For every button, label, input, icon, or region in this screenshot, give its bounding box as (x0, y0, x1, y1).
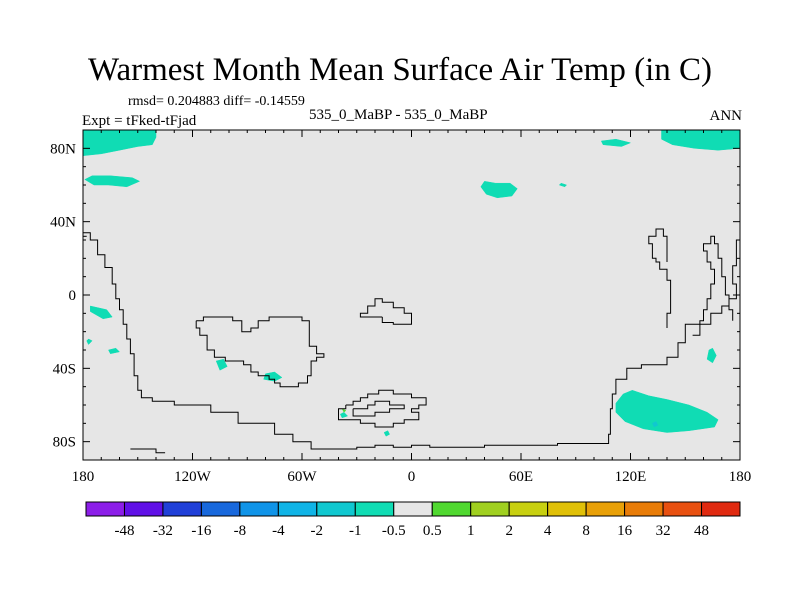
colorbar-label-2: -16 (191, 523, 211, 539)
colorbar-label-13: 16 (617, 523, 633, 539)
anomaly-region-1 (84, 175, 141, 188)
colorbar-box-10 (470, 501, 510, 517)
colorbar-box-15 (662, 501, 703, 517)
anomaly-region-5 (215, 358, 228, 371)
anomaly-region-8 (383, 430, 390, 437)
colorbar-box-14 (624, 501, 664, 517)
continent-outlines (83, 228, 740, 454)
y-tick-label-3: 40S (53, 361, 76, 377)
y-tick-label-1: 40N (50, 215, 76, 231)
colorbar-box-5 (277, 501, 318, 517)
x-tick-label-1: 120W (174, 469, 212, 485)
y-tick-label-2: 0 (69, 288, 77, 304)
anomaly-region-17 (652, 421, 659, 428)
colorbar-box-7 (354, 501, 395, 517)
anomaly-region-4 (108, 347, 121, 354)
y-tick-label-4: 80S (53, 435, 76, 451)
anomaly-region-15 (243, 300, 252, 309)
colorbar-label-1: -32 (153, 523, 173, 539)
colorbar-box-6 (316, 501, 356, 517)
x-tick-label-2: 60W (287, 469, 317, 485)
anomaly-region-9 (480, 181, 518, 199)
stats-text: rmsd= 0.204883 diff= -0.14559 (128, 94, 305, 109)
anomaly-region-12 (661, 130, 740, 151)
colorbar-box-11 (508, 501, 549, 517)
anomaly-region-2 (90, 305, 113, 320)
colorbar-box-1 (123, 501, 164, 517)
anomaly-region-13 (706, 347, 717, 364)
colorbar-box-4 (239, 501, 279, 517)
colorbar-box-3 (200, 501, 241, 517)
colorbar-label-3: -8 (234, 523, 247, 539)
coastline-2 (130, 448, 166, 454)
anomaly-region-7 (339, 411, 349, 419)
x-tick-label-6: 180 (729, 469, 752, 485)
colorbar-label-15: 48 (694, 523, 709, 539)
anomaly-region-10 (558, 182, 568, 188)
coastline-7 (648, 228, 672, 328)
x-tick-label-4: 60E (509, 469, 533, 485)
colorbar-box-12 (547, 501, 587, 517)
experiment-label: Expt = tFked-tFjad (82, 113, 197, 129)
anomaly-region-3 (86, 338, 93, 345)
colorbar-label-8: 0.5 (423, 523, 442, 539)
colorbar-box-0 (85, 501, 125, 517)
colorbar-label-6: -1 (349, 523, 362, 539)
colorbar-box-2 (162, 501, 202, 517)
anomaly-region-16 (341, 408, 347, 413)
anomaly-region-11 (600, 138, 632, 147)
y-tick-label-0: 80N (50, 141, 76, 157)
colorbar-label-14: 32 (656, 523, 671, 539)
colorbar-box-8 (393, 501, 433, 517)
anomaly-regions (83, 130, 740, 437)
colorbar-label-11: 4 (544, 523, 552, 539)
colorbar-label-12: 8 (582, 523, 590, 539)
anomaly-region-14 (615, 390, 719, 433)
coastline-0 (83, 232, 740, 450)
axes: 180 120W 60W 0 60E 120E 180 80N 40N 0 40S 80S (50, 129, 752, 485)
colorbar-label-5: -2 (311, 523, 324, 539)
colorbar-label-7: -0.5 (382, 523, 406, 539)
anomaly-region-6 (263, 371, 283, 382)
coastline-8 (692, 235, 734, 336)
colorbar-label-9: 1 (467, 523, 475, 539)
colorbar-label-0: -48 (115, 523, 135, 539)
coastline-4 (359, 298, 412, 325)
season-label: ANN (709, 108, 743, 124)
chart-title: Warmest Month Mean Surface Air Temp (in … (87, 52, 713, 88)
chart-subtitle: 535_0_MaBP - 535_0_MaBP (309, 107, 488, 123)
x-tick-label-3: 0 (408, 469, 416, 485)
colorbar-label-10: 2 (505, 523, 513, 539)
colorbar-box-13 (585, 501, 626, 517)
coastline-5 (338, 389, 427, 428)
coastline-3 (195, 316, 325, 388)
colorbar-label-4: -4 (272, 523, 285, 539)
colorbar: -48 -32 -16 -8 -4 -2 -1 -0.5 0.5 1 2 4 8 16 32 48 (85, 501, 741, 539)
coastline-6 (352, 400, 405, 417)
colorbar-box-9 (431, 501, 472, 517)
x-tick-label-0: 180 (72, 469, 95, 485)
x-tick-label-5: 120E (615, 469, 647, 485)
colorbar-box-16 (701, 501, 741, 517)
